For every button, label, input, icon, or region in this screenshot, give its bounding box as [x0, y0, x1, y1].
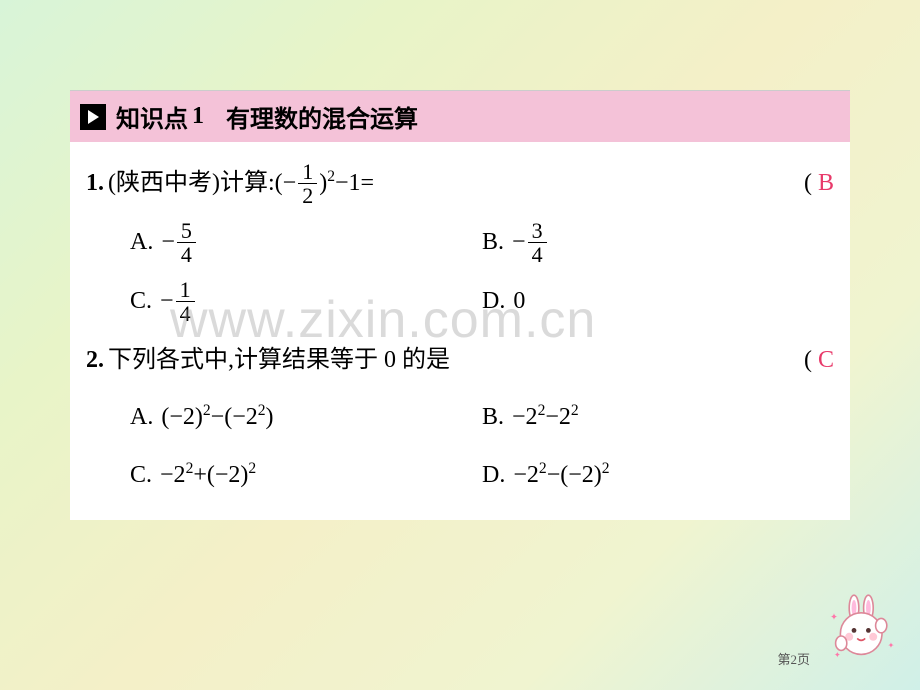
q2-prompt: 下列各式中,计算结果等于 0 的是: [108, 338, 450, 384]
q1-open-paren: (−: [275, 161, 297, 207]
header-title: 有理数的混合运算: [226, 99, 418, 134]
question-1: 1. (陕西中考) 计算: (− 1 2 )2−1= ( B: [86, 160, 834, 207]
q2-options: A. (−2)2−(−22) B. −22−22 C. −22+(−2)2 D.…: [86, 383, 834, 504]
opt-label: C.: [130, 453, 152, 499]
q1-text: 1. (陕西中考) 计算: (− 1 2 )2−1=: [86, 160, 374, 207]
opt-label: C.: [130, 279, 152, 325]
opt-c-expr: −22+(−2)2: [160, 453, 256, 499]
paren-open: (: [804, 161, 812, 207]
q1-expression: 计算: (− 1 2 )2−1=: [220, 160, 374, 207]
q1-option-a: A. − 5 4: [130, 213, 482, 272]
q2-option-d: D. −22−(−2)2: [482, 447, 834, 505]
svg-text:✦: ✦: [834, 651, 841, 660]
header-number: 1: [192, 103, 204, 130]
q2-text: 2. 下列各式中,计算结果等于 0 的是: [86, 338, 450, 384]
content-box: 知识点 1 有理数的混合运算 1. (陕西中考) 计算: (− 1 2 )2−1…: [70, 90, 850, 520]
question-2: 2. 下列各式中,计算结果等于 0 的是 ( C: [86, 338, 834, 384]
q1-number: 1.: [86, 161, 104, 207]
opt-label: A.: [130, 220, 153, 266]
q2-option-c: C. −22+(−2)2: [130, 447, 482, 505]
svg-text:✦: ✦: [830, 612, 838, 623]
q2-number: 2.: [86, 338, 104, 384]
q2-answer-paren: ( C: [804, 338, 834, 384]
q2-answer: C: [812, 338, 834, 384]
q2-option-a: A. (−2)2−(−22): [130, 389, 482, 447]
opt-label: B.: [482, 395, 504, 441]
opt-b-expr: −22−22: [512, 395, 579, 441]
neg-sign: −: [512, 220, 526, 266]
knowledge-point-header: 知识点 1 有理数的混合运算: [70, 91, 850, 142]
q1-option-b: B. − 3 4: [482, 213, 834, 272]
opt-c-frac: 1 4: [176, 278, 195, 325]
bunny-icon: ✦ ✦ ✦: [822, 592, 902, 672]
q1-options: A. − 5 4 B. − 3 4 C. − 1 4: [86, 207, 834, 331]
q1-prompt-pre: 计算:: [220, 161, 275, 207]
opt-label: A.: [130, 395, 153, 441]
q1-option-c: C. − 1 4: [130, 272, 482, 331]
q1-fraction: 1 2: [298, 160, 317, 207]
opt-label: D.: [482, 453, 505, 499]
opt-d-text: 0: [513, 279, 525, 325]
q1-source: (陕西中考): [108, 161, 220, 207]
svg-text:✦: ✦: [888, 641, 895, 650]
opt-d-expr: −22−(−2)2: [513, 453, 609, 499]
q1-answer: B: [812, 161, 834, 207]
page-number: 第2页: [777, 649, 810, 668]
q1-close-exp: )2−1=: [319, 161, 374, 207]
q1-option-d: D. 0: [482, 272, 834, 331]
questions-area: 1. (陕西中考) 计算: (− 1 2 )2−1= ( B A.: [70, 142, 850, 520]
q2-option-b: B. −22−22: [482, 389, 834, 447]
q1-frac-num: 1: [298, 160, 317, 184]
play-icon: [80, 104, 106, 130]
header-prefix: 知识点: [116, 99, 188, 134]
neg-sign: −: [161, 220, 175, 266]
opt-a-expr: (−2)2−(−22): [161, 395, 273, 441]
paren-open: (: [804, 338, 812, 384]
q1-answer-paren: ( B: [804, 161, 834, 207]
opt-b-frac: 3 4: [528, 219, 547, 266]
opt-label: B.: [482, 220, 504, 266]
opt-a-frac: 5 4: [177, 219, 196, 266]
opt-label: D.: [482, 279, 505, 325]
neg-sign: −: [160, 279, 174, 325]
q1-frac-den: 2: [298, 184, 317, 207]
